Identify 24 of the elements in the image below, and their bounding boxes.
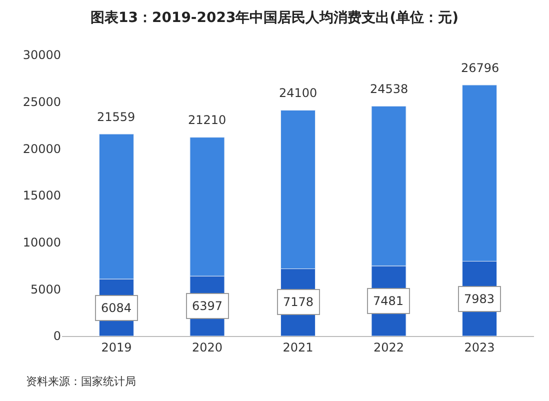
y-tick-label: 30000 (22, 48, 61, 62)
total-label: 24100 (279, 86, 318, 100)
y-tick-label: 15000 (22, 188, 61, 203)
y-tick-label: 10000 (22, 236, 61, 250)
total-label: 26796 (461, 61, 500, 75)
data-label: 7481 (373, 294, 404, 308)
chart-title: 图表13：2019-2023年中国居民人均消费支出(单位：元) (90, 10, 459, 26)
x-tick-label: 2023 (464, 340, 495, 354)
y-tick-label: 5000 (30, 282, 61, 296)
y-tick-label: 20000 (22, 142, 61, 156)
y-tick-label: 25000 (22, 95, 61, 110)
text: 资料来源：国家统计局 (26, 375, 136, 388)
x-tick-label: 2022 (373, 340, 404, 354)
y-tick-label: 0 (53, 329, 61, 344)
data-label: 6397 (192, 299, 223, 313)
data-label: 7178 (283, 295, 314, 309)
total-label: 21559 (97, 110, 136, 124)
x-tick-label: 2021 (282, 340, 314, 354)
x-tick-label: 2019 (101, 340, 132, 354)
data-label: 7983 (464, 292, 495, 306)
total-label: 21210 (188, 113, 226, 127)
total-label: 24538 (370, 82, 408, 96)
x-tick-label: 2020 (192, 340, 223, 354)
data-label: 6084 (101, 301, 132, 315)
